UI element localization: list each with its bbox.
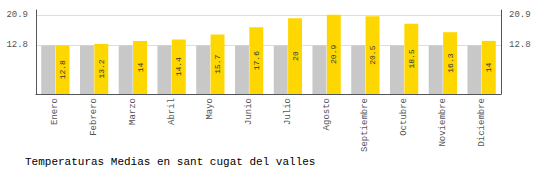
svg-text:20.9: 20.9 <box>329 45 338 64</box>
svg-text:15.7: 15.7 <box>213 54 222 73</box>
svg-text:20: 20 <box>291 51 300 61</box>
svg-text:20.9: 20.9 <box>6 10 28 20</box>
svg-text:16.3: 16.3 <box>446 53 455 72</box>
svg-text:14: 14 <box>484 62 493 72</box>
svg-text:12.8: 12.8 <box>509 40 531 50</box>
svg-text:Abril: Abril <box>167 98 177 125</box>
svg-text:Febrero: Febrero <box>89 98 99 136</box>
svg-text:Noviembre: Noviembre <box>438 98 448 147</box>
svg-text:13.2: 13.2 <box>97 59 106 78</box>
svg-text:Temperaturas Medias en sant cu: Temperaturas Medias en sant cugat del va… <box>25 156 315 168</box>
svg-text:Julio: Julio <box>283 98 293 125</box>
svg-text:Enero: Enero <box>50 98 60 125</box>
svg-text:12.8: 12.8 <box>58 60 67 79</box>
svg-text:12.8: 12.8 <box>6 40 28 50</box>
svg-text:Octubre: Octubre <box>399 98 409 136</box>
svg-text:20.5: 20.5 <box>368 45 377 64</box>
svg-text:Agosto: Agosto <box>322 98 332 130</box>
svg-text:20.9: 20.9 <box>509 10 531 20</box>
svg-text:14.4: 14.4 <box>174 57 183 76</box>
svg-text:14: 14 <box>136 62 145 72</box>
svg-text:Diciembre: Diciembre <box>477 98 487 147</box>
svg-text:Mayo: Mayo <box>205 98 215 120</box>
svg-text:Marzo: Marzo <box>128 98 138 125</box>
svg-text:Junio: Junio <box>244 98 254 125</box>
svg-text:18.5: 18.5 <box>407 49 416 68</box>
svg-text:Septiembre: Septiembre <box>360 98 370 152</box>
svg-text:17.6: 17.6 <box>252 51 261 70</box>
